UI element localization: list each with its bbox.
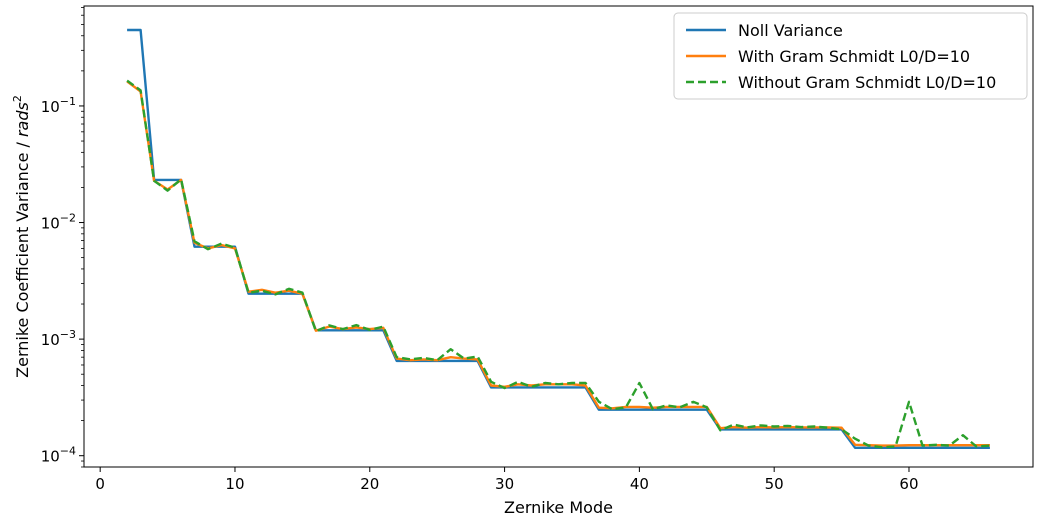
- series-line-3: [126, 79, 990, 449]
- x-tick-label: 60: [899, 475, 918, 493]
- plot-frame: [83, 5, 1034, 468]
- legend-entry-3: Without Gram Schmidt L0/D=10: [738, 73, 996, 92]
- legend: Noll Variance With Gram Schmidt L0/D=10 Wi…: [673, 12, 1028, 100]
- y-axis-label: Zernike Coefficient Variance / rads2: [11, 95, 32, 378]
- legend-entry-2: With Gram Schmidt L0/D=10: [738, 47, 970, 66]
- y-tick-label: 10−4: [41, 445, 76, 466]
- x-tick-label: 30: [495, 475, 514, 493]
- x-axis-ticks: 0 10 20 30 40 50 60: [95, 467, 919, 493]
- series-layer: [126, 28, 990, 449]
- legend-box: [673, 12, 1028, 100]
- x-tick-label: 0: [95, 475, 105, 493]
- legend-entry-1: Noll Variance: [738, 21, 843, 40]
- series-line-2: [126, 80, 990, 447]
- series-line-1: [127, 28, 990, 449]
- x-axis-label: Zernike Mode: [504, 498, 613, 517]
- y-tick-label: 10−1: [41, 95, 76, 116]
- x-tick-label: 20: [360, 475, 379, 493]
- y-tick-label: 10−3: [41, 328, 76, 349]
- x-tick-label: 40: [630, 475, 649, 493]
- y-tick-label: 10−2: [41, 212, 76, 233]
- x-tick-label: 10: [225, 475, 244, 493]
- x-tick-label: 50: [765, 475, 784, 493]
- y-axis-ticks: 10−4 10−3 10−2 10−1: [41, 7, 84, 468]
